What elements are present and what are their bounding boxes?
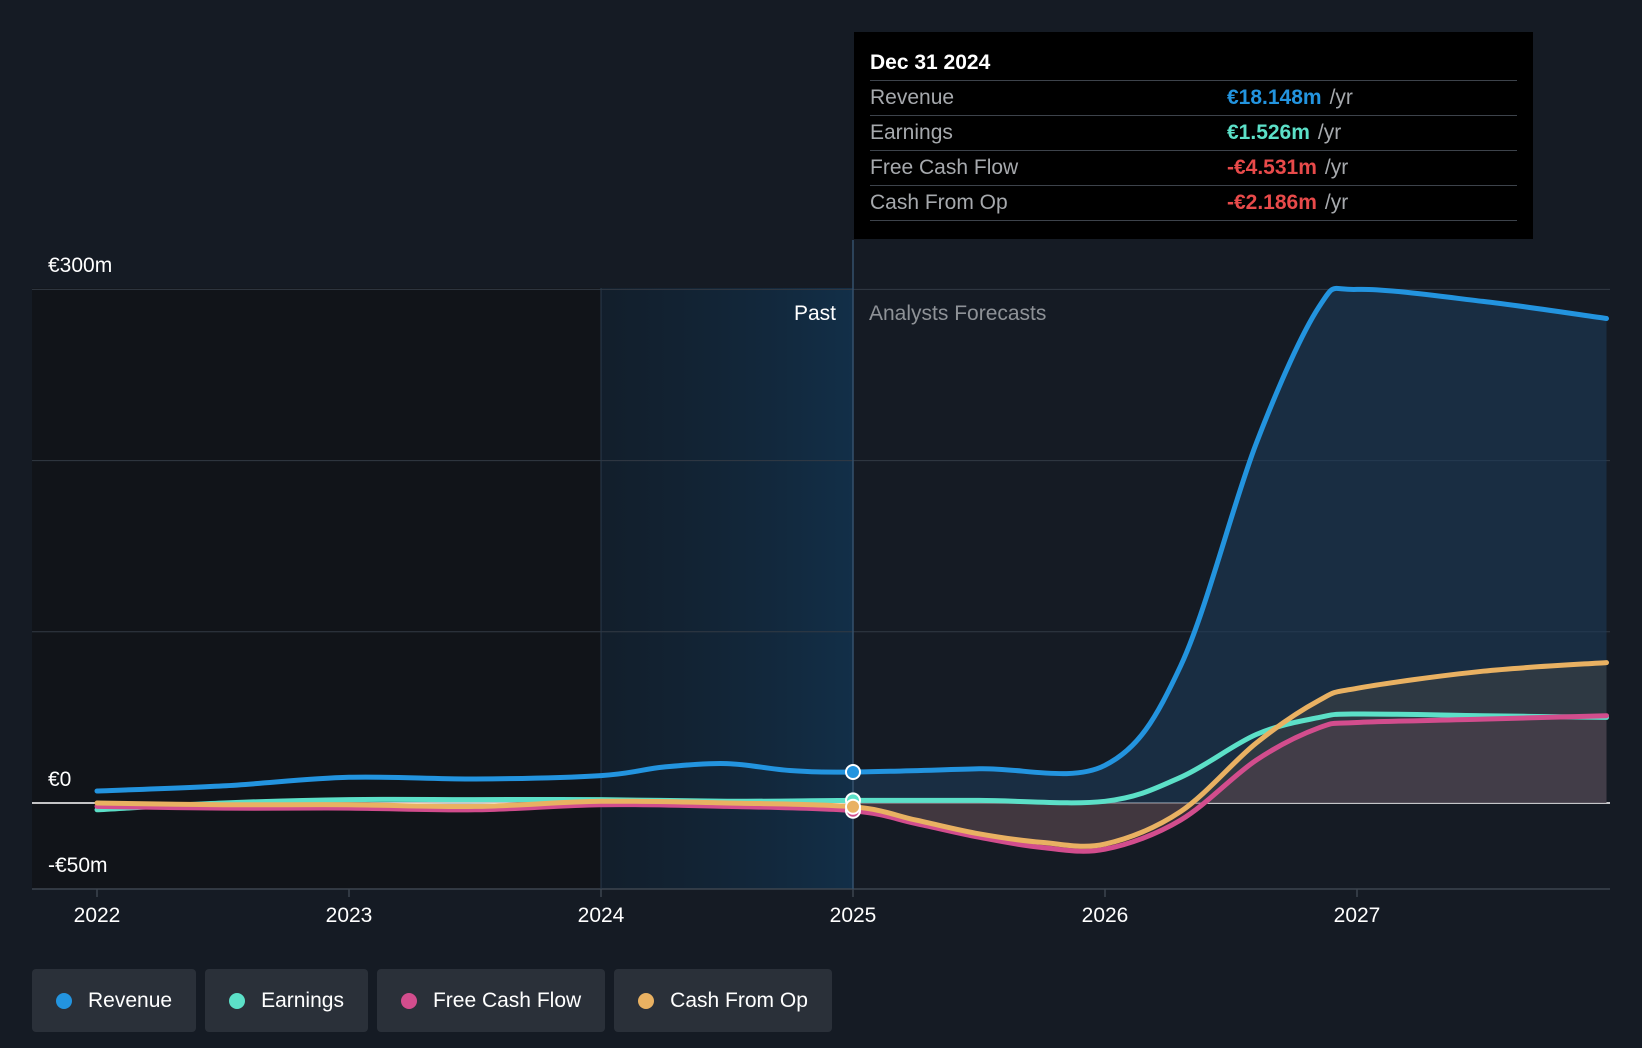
tooltip-row-earnings: Earnings €1.526m /yr bbox=[870, 116, 1517, 151]
tooltip-value: -€4.531m bbox=[1227, 156, 1317, 179]
axis-ticks: 2022 2023 2024 2025 2026 2027 €300m €0 -€50m bbox=[48, 254, 1380, 927]
x-tick-label: 2023 bbox=[326, 904, 373, 927]
tooltip-date: Dec 31 2024 bbox=[870, 46, 1517, 81]
legend-dot-icon bbox=[56, 992, 72, 1009]
tooltip-unit: /yr bbox=[1317, 121, 1342, 144]
dot-revenue bbox=[845, 764, 861, 781]
x-tick-label: 2024 bbox=[578, 904, 625, 927]
y-tick-label: -€50m bbox=[48, 854, 108, 877]
tooltip-unit: /yr bbox=[1324, 156, 1349, 179]
legend-label: Revenue bbox=[88, 988, 173, 1012]
legend-item-cfo[interactable]: Cash From Op bbox=[614, 969, 832, 1032]
x-tick-label: 2022 bbox=[74, 904, 121, 927]
legend-label: Earnings bbox=[261, 988, 344, 1012]
line-earnings bbox=[94, 711, 1609, 813]
forecast-label: Analysts Forecasts bbox=[869, 302, 1046, 325]
tooltip-unit: /yr bbox=[1324, 191, 1349, 214]
x-tick-label: 2026 bbox=[1082, 904, 1129, 927]
area-cfo bbox=[853, 662, 1607, 847]
tooltip-row-cfo: Cash From Op -€2.186m /yr bbox=[870, 186, 1517, 221]
x-tick-label: 2027 bbox=[1334, 904, 1381, 927]
x-tick-label: 2025 bbox=[830, 904, 877, 927]
tooltip-value: €18.148m bbox=[1227, 86, 1322, 109]
tooltip-row-revenue: Revenue €18.148m /yr bbox=[870, 81, 1517, 116]
tooltip-row-fcf: Free Cash Flow -€4.531m /yr bbox=[870, 151, 1517, 186]
legend-label: Free Cash Flow bbox=[432, 988, 582, 1012]
tooltip-label: Free Cash Flow bbox=[870, 156, 1019, 179]
y-tick-label: €300m bbox=[48, 254, 112, 277]
highlight-band bbox=[601, 288, 853, 889]
past-label: Past bbox=[794, 302, 836, 325]
y-tick-label: €0 bbox=[48, 768, 71, 791]
dot-cfo bbox=[845, 798, 861, 815]
legend-item-fcf[interactable]: Free Cash Flow bbox=[376, 969, 606, 1032]
tooltip-label: Earnings bbox=[870, 121, 953, 144]
tooltip-unit: /yr bbox=[1329, 86, 1353, 109]
tooltip-value: -€2.186m bbox=[1227, 191, 1317, 214]
tooltip-label: Cash From Op bbox=[870, 191, 1008, 214]
legend-dot-icon bbox=[229, 992, 246, 1009]
line-revenue bbox=[94, 285, 1609, 794]
legend-label: Cash From Op bbox=[670, 988, 808, 1012]
legend-dot-icon bbox=[638, 992, 655, 1009]
tooltip-value: €1.526m bbox=[1227, 121, 1310, 144]
selection-dots bbox=[845, 764, 861, 819]
legend: Revenue Earnings Free Cash Flow Cash Fro… bbox=[32, 969, 832, 1032]
legend-item-revenue[interactable]: Revenue bbox=[32, 969, 197, 1032]
tooltip-label: Revenue bbox=[870, 86, 955, 109]
area-revenue bbox=[853, 288, 1607, 804]
series-lines bbox=[94, 285, 1609, 854]
legend-dot-icon bbox=[400, 992, 417, 1009]
line-fcf bbox=[94, 713, 1609, 854]
tooltip: Dec 31 2024 Revenue €18.148m /yr Earning… bbox=[854, 32, 1533, 239]
legend-item-earnings[interactable]: Earnings bbox=[205, 969, 368, 1032]
line-cfo bbox=[94, 660, 1609, 849]
